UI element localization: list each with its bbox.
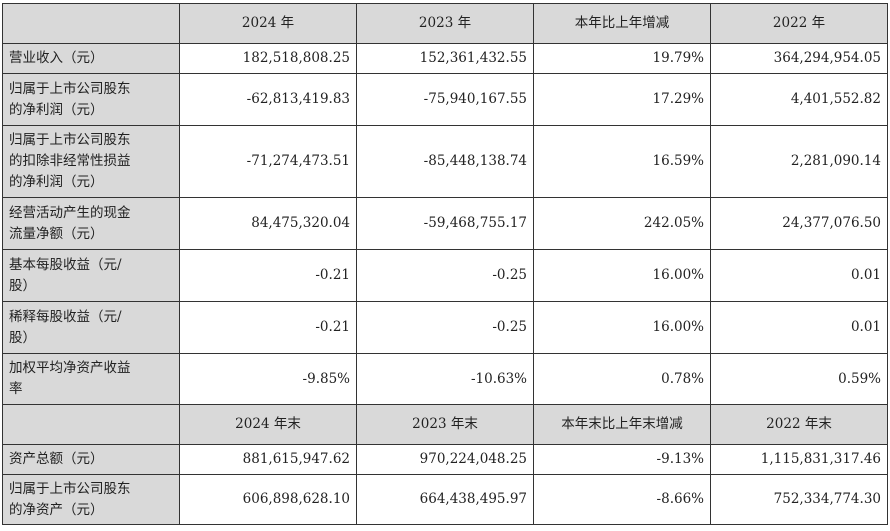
header-change: 本年比上年增减 — [533, 3, 711, 44]
table-row-revenue: 营业收入（元） 182,518,808.25 152,361,432.55 19… — [2, 43, 888, 74]
cell-2022: 4,401,552.82 — [710, 73, 888, 126]
cell-2022: 0.01 — [710, 301, 888, 354]
cell-2024: -0.21 — [179, 249, 357, 302]
table-row-net-assets: 归属于上市公司股东 的净资产（元） 606,898,628.10 664,438,… — [2, 474, 888, 525]
cell-2024: -0.21 — [179, 301, 357, 354]
table-row-deducted-net-profit: 归属于上市公司股东 的扣除非经常性损益 的净利润（元） -71,274,473.51… — [2, 125, 888, 198]
row-label: 营业收入（元） — [2, 43, 180, 74]
row-label: 稀释每股收益（元/股） — [2, 301, 180, 354]
cell-2024: -62,813,419.83 — [179, 73, 357, 126]
row-label-line: 的扣除非经常性损益 — [9, 153, 131, 169]
header-2023-end: 2023 年末 — [356, 404, 534, 445]
cell-2023: -75,940,167.55 — [356, 73, 534, 126]
row-label-line: 率 — [9, 381, 23, 397]
cell-2023-end: 664,438,495.97 — [356, 474, 534, 525]
row-label-line: 稀释每股收益（元/ — [9, 308, 122, 325]
financial-summary-table: 2024 年 2023 年 本年比上年增减 2022 年 营业收入（元） 182… — [2, 3, 888, 525]
cell-2022: 0.59% — [710, 353, 888, 405]
cell-2023: -10.63% — [356, 353, 534, 405]
cell-2024: -71,274,473.51 — [179, 125, 357, 198]
cell-change: 19.79% — [533, 43, 711, 74]
row-label-line: 股） — [9, 277, 36, 294]
table-row-net-profit: 归属于上市公司股东 的净利润（元） -62,813,419.83 -75,940,… — [2, 73, 888, 126]
cell-2023: 152,361,432.55 — [356, 43, 534, 74]
header-2023: 2023 年 — [356, 3, 534, 44]
table-row-operating-cash-flow: 经营活动产生的现金 流量净额（元） 84,475,320.04 -59,468,7… — [2, 197, 888, 250]
cell-change: 242.05% — [533, 197, 711, 250]
row-label-line: 经营活动产生的现金 — [9, 204, 131, 221]
row-label-line: 营业收入（元） — [9, 50, 104, 66]
cell-change: 16.00% — [533, 249, 711, 302]
row-label-line: 基本每股收益（元/ — [9, 256, 122, 273]
cell-change: 17.29% — [533, 73, 711, 126]
row-label-line: 归属于上市公司股东 — [9, 480, 131, 497]
row-label-line: 流量净额（元） — [9, 225, 104, 242]
row-label: 归属于上市公司股东 的扣除非经常性损益 的净利润（元） — [2, 125, 180, 198]
cell-2022-end: 752,334,774.30 — [710, 474, 888, 525]
cell-2023: -85,448,138.74 — [356, 125, 534, 198]
header-change-end: 本年末比上年末增减 — [533, 404, 711, 445]
header-2022-end: 2022 年末 — [710, 404, 888, 445]
header-2024-end: 2024 年末 — [179, 404, 357, 445]
table-row-diluted-eps: 稀释每股收益（元/股） -0.21 -0.25 16.00% 0.01 — [2, 301, 888, 354]
table-row-total-assets: 资产总额（元） 881,615,947.62 970,224,048.25 -9… — [2, 444, 888, 475]
row-label: 资产总额（元） — [2, 444, 180, 475]
cell-2023: -0.25 — [356, 301, 534, 354]
row-label-line: 的净资产（元） — [9, 501, 104, 518]
header-row-year-end: 2024 年末 2023 年末 本年末比上年末增减 2022 年末 — [2, 404, 888, 445]
row-label: 经营活动产生的现金 流量净额（元） — [2, 197, 180, 250]
cell-change: 16.00% — [533, 301, 711, 354]
cell-2024-end: 881,615,947.62 — [179, 444, 357, 475]
cell-2022: 0.01 — [710, 249, 888, 302]
cell-2022: 24,377,076.50 — [710, 197, 888, 250]
cell-2023: -0.25 — [356, 249, 534, 302]
cell-2023-end: 970,224,048.25 — [356, 444, 534, 475]
cell-2022-end: 1,115,831,317.46 — [710, 444, 888, 475]
table-row-basic-eps: 基本每股收益（元/股） -0.21 -0.25 16.00% 0.01 — [2, 249, 888, 302]
row-label-line: 归属于上市公司股东 — [9, 132, 131, 148]
row-label-line: 的净利润（元） — [9, 101, 104, 118]
cell-2024: -9.85% — [179, 353, 357, 405]
cell-change: 16.59% — [533, 125, 711, 198]
cell-2024: 182,518,808.25 — [179, 43, 357, 74]
table-row-weighted-roe: 加权平均净资产收益率 -9.85% -10.63% 0.78% 0.59% — [2, 353, 888, 405]
header-2022: 2022 年 — [710, 3, 888, 44]
cell-change-end: -9.13% — [533, 444, 711, 475]
cell-2023: -59,468,755.17 — [356, 197, 534, 250]
row-label: 加权平均净资产收益率 — [2, 353, 180, 405]
row-label-line: 加权平均净资产收益 — [9, 360, 131, 376]
cell-2022: 2,281,090.14 — [710, 125, 888, 198]
row-label-line: 的净利润（元） — [9, 174, 104, 190]
cell-change-end: -8.66% — [533, 474, 711, 525]
cell-change: 0.78% — [533, 353, 711, 405]
row-label: 基本每股收益（元/股） — [2, 249, 180, 302]
row-label: 归属于上市公司股东 的净资产（元） — [2, 474, 180, 525]
header-corner-cell — [2, 3, 180, 44]
header-corner-cell — [2, 404, 180, 445]
header-2024: 2024 年 — [179, 3, 357, 44]
row-label: 归属于上市公司股东 的净利润（元） — [2, 73, 180, 126]
cell-2024-end: 606,898,628.10 — [179, 474, 357, 525]
row-label-line: 归属于上市公司股东 — [9, 80, 131, 97]
cell-2022: 364,294,954.05 — [710, 43, 888, 74]
row-label-line: 资产总额（元） — [9, 451, 104, 467]
row-label-line: 股） — [9, 329, 36, 346]
header-row-years: 2024 年 2023 年 本年比上年增减 2022 年 — [2, 3, 888, 44]
cell-2024: 84,475,320.04 — [179, 197, 357, 250]
